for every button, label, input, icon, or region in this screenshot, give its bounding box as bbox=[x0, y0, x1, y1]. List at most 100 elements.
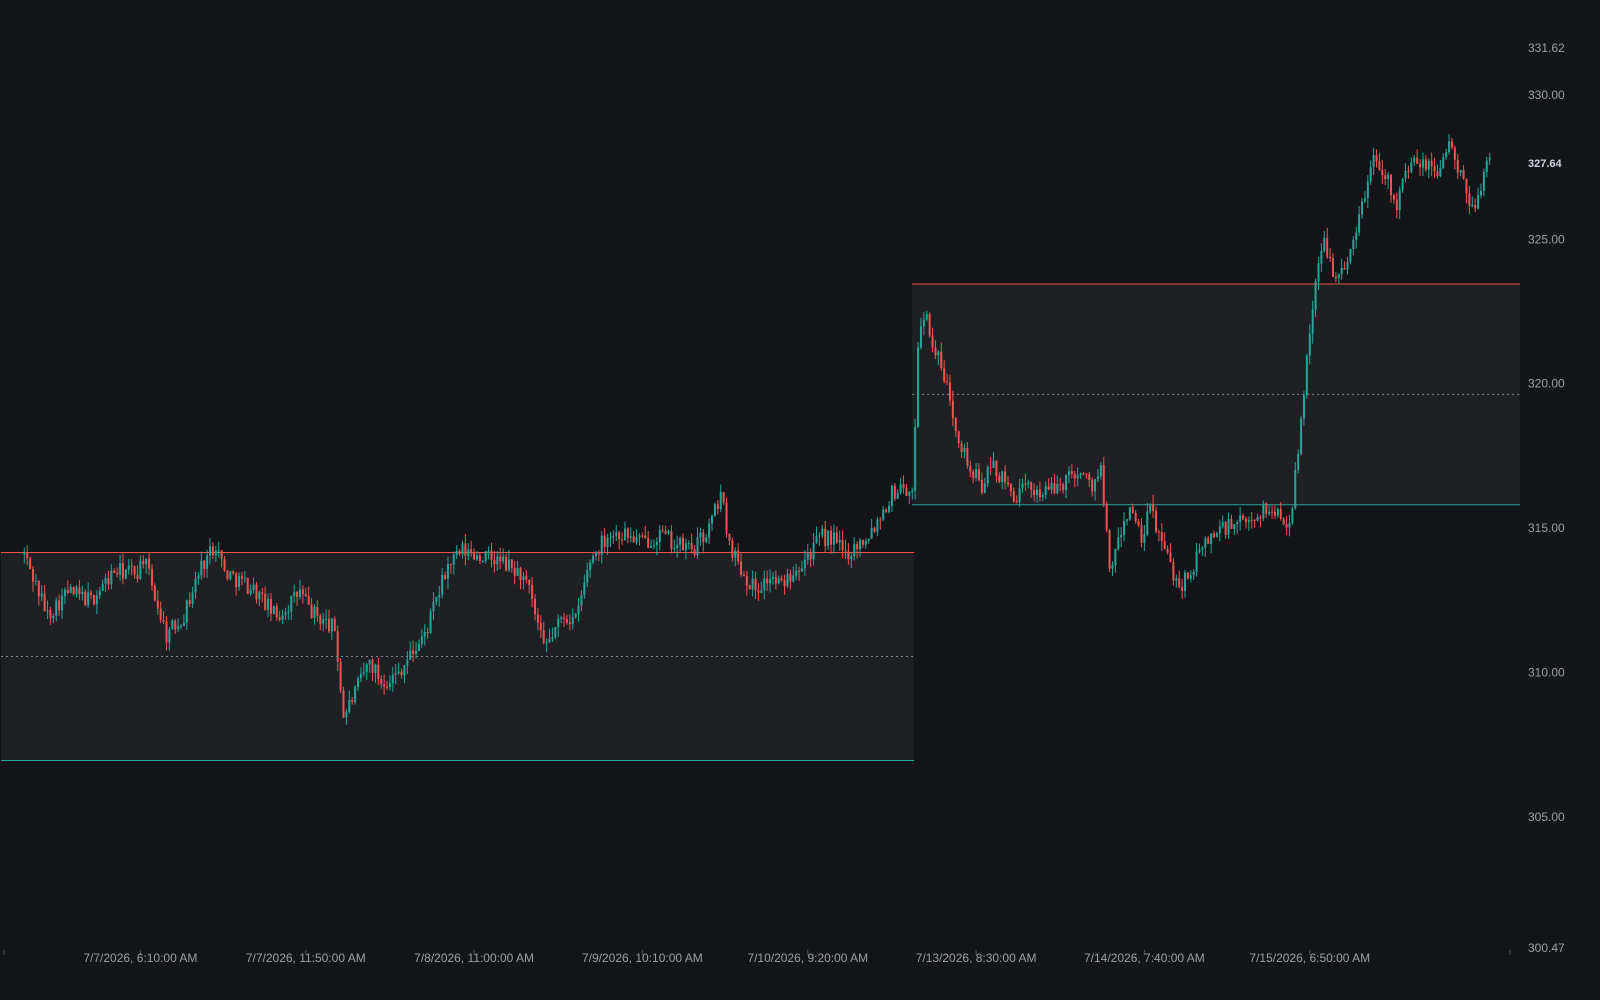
candle bbox=[742, 571, 745, 577]
candle bbox=[1416, 149, 1419, 165]
range-boxes bbox=[1, 283, 1520, 761]
candle bbox=[1349, 248, 1352, 265]
candle bbox=[1160, 523, 1163, 551]
candle bbox=[838, 530, 841, 551]
candle bbox=[452, 551, 455, 575]
candle bbox=[754, 571, 757, 600]
candle bbox=[278, 610, 281, 622]
candle bbox=[931, 327, 934, 353]
candle bbox=[664, 525, 667, 535]
candle bbox=[240, 572, 243, 586]
candle bbox=[148, 552, 151, 576]
candle bbox=[209, 537, 212, 565]
candle bbox=[1259, 514, 1262, 528]
candle bbox=[484, 551, 487, 564]
candle bbox=[310, 598, 313, 619]
time-tick-label: 7/8/2026, 11:00:00 AM bbox=[414, 951, 534, 965]
candle bbox=[818, 532, 821, 546]
candle bbox=[55, 597, 58, 622]
candle bbox=[1082, 472, 1085, 476]
candle bbox=[737, 543, 740, 565]
candle bbox=[1099, 462, 1102, 480]
candle bbox=[336, 625, 339, 672]
candle bbox=[534, 593, 537, 621]
candle bbox=[313, 604, 316, 625]
candle bbox=[32, 566, 35, 592]
candle bbox=[438, 585, 441, 607]
candle bbox=[429, 608, 432, 634]
candle bbox=[1468, 186, 1471, 214]
candle bbox=[61, 588, 64, 619]
candle bbox=[475, 551, 478, 561]
candle bbox=[1125, 518, 1128, 526]
candle bbox=[293, 584, 296, 603]
candle bbox=[934, 340, 937, 360]
candle bbox=[249, 584, 252, 596]
candle bbox=[177, 618, 180, 633]
candle bbox=[1224, 521, 1227, 539]
candle bbox=[1372, 147, 1375, 176]
candle bbox=[1291, 506, 1294, 526]
candle bbox=[789, 569, 792, 590]
candle bbox=[606, 533, 609, 555]
price-tick-label: 325.00 bbox=[1528, 232, 1565, 246]
price-tick-label: 305.00 bbox=[1528, 810, 1565, 824]
candle bbox=[812, 533, 815, 566]
candle bbox=[554, 626, 557, 640]
candle bbox=[832, 524, 835, 554]
candle bbox=[1076, 467, 1079, 487]
candle bbox=[658, 525, 661, 551]
candle bbox=[493, 550, 496, 573]
candle bbox=[194, 571, 197, 600]
candle bbox=[1300, 415, 1303, 456]
candle bbox=[481, 559, 484, 563]
candle bbox=[1253, 519, 1256, 528]
candle bbox=[563, 612, 566, 628]
candle bbox=[1369, 160, 1372, 185]
candle bbox=[1227, 512, 1230, 539]
candle bbox=[330, 617, 333, 640]
candle bbox=[185, 599, 188, 630]
candle bbox=[928, 311, 931, 338]
candle bbox=[87, 582, 90, 608]
candle bbox=[792, 566, 795, 583]
candle bbox=[626, 527, 629, 544]
candle bbox=[84, 589, 87, 607]
candle bbox=[673, 539, 676, 553]
candle bbox=[1419, 159, 1422, 177]
candle bbox=[948, 374, 951, 406]
candle bbox=[1178, 570, 1181, 589]
candle bbox=[159, 601, 162, 624]
candle bbox=[1154, 506, 1157, 534]
candle bbox=[641, 532, 644, 539]
candle bbox=[180, 623, 183, 630]
candle bbox=[156, 590, 159, 615]
candle bbox=[1436, 164, 1439, 179]
candle bbox=[1091, 477, 1094, 497]
candle bbox=[652, 539, 655, 550]
candle bbox=[519, 567, 522, 590]
candle bbox=[63, 587, 66, 605]
candle bbox=[66, 580, 69, 595]
candle bbox=[676, 535, 679, 558]
candle bbox=[365, 663, 368, 680]
candle bbox=[1297, 449, 1300, 474]
candle bbox=[1207, 535, 1210, 545]
candle bbox=[844, 539, 847, 559]
candle bbox=[1337, 273, 1340, 284]
candle bbox=[37, 579, 40, 606]
candle bbox=[760, 581, 763, 594]
candle bbox=[621, 532, 624, 545]
candle bbox=[1140, 518, 1143, 548]
candle bbox=[917, 342, 920, 428]
candle bbox=[1175, 574, 1178, 588]
candle bbox=[467, 543, 470, 561]
candle bbox=[133, 565, 136, 579]
candle bbox=[966, 442, 969, 469]
candle bbox=[174, 618, 177, 634]
candle bbox=[252, 577, 255, 594]
candle bbox=[565, 614, 568, 625]
candle bbox=[391, 666, 394, 692]
candle bbox=[647, 531, 650, 549]
